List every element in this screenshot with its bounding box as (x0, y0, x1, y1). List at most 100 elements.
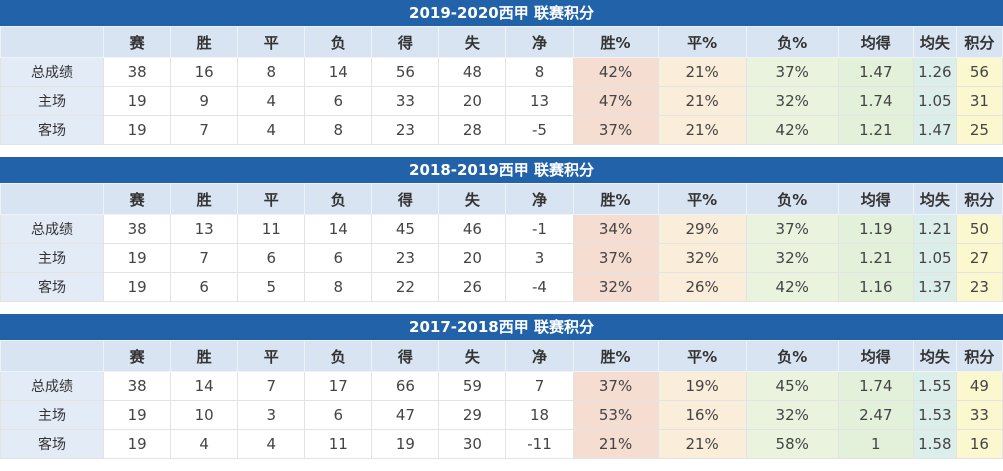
stat-cell: 20 (438, 86, 507, 116)
stat-cell: 19 (371, 429, 440, 459)
stat-cell: 1.19 (837, 214, 914, 244)
stat-cell: 11 (304, 429, 373, 459)
stat-cell: 7 (505, 371, 574, 401)
table-row: 主场 19 7 6 6 23 20 3 37% 32% 32% 1.21 1.05 27 (0, 243, 1003, 273)
stat-cell: 46 (438, 214, 507, 244)
stat-cell: 11 (237, 214, 306, 244)
stat-cell: 7 (170, 115, 239, 145)
table-row: 客场 19 7 4 8 23 28 -5 37% 21% 42% 1.21 1.47 25 (0, 115, 1003, 145)
column-header: 负 (304, 340, 373, 372)
stat-cell: 37% (572, 115, 659, 145)
column-header: 赛 (103, 340, 172, 372)
stat-cell: 38 (103, 57, 172, 87)
column-header: 均失 (912, 340, 957, 372)
stat-cell: 16 (955, 429, 1003, 459)
stat-cell: 1.05 (912, 86, 957, 116)
stat-cell: 3 (237, 400, 306, 430)
header-row: 赛胜平负得失净胜% 平% 负% 均得 均失 积分 (0, 340, 1003, 372)
stat-cell: 66 (371, 371, 440, 401)
column-header: 平 (237, 340, 306, 372)
stat-cell: 7 (237, 371, 306, 401)
stat-cell: 8 (304, 115, 373, 145)
stat-cell: 18 (505, 400, 574, 430)
row-label: 总成绩 (0, 371, 105, 401)
stat-cell: 21% (657, 429, 747, 459)
stat-cell: 1.26 (912, 57, 957, 87)
column-header: 负% (745, 26, 839, 58)
column-header: 负% (745, 340, 839, 372)
stat-cell: 19 (103, 400, 172, 430)
stat-cell: 20 (438, 243, 507, 273)
stat-cell: 37% (572, 371, 659, 401)
stat-cell: 5 (237, 272, 306, 302)
stat-cell: 38 (103, 371, 172, 401)
stat-cell: 21% (657, 115, 747, 145)
stat-cell: 7 (170, 243, 239, 273)
stat-cell: 32% (657, 243, 747, 273)
stat-cell: 47% (572, 86, 659, 116)
standings-tables: 2019-2020西甲 联赛积分赛胜平负得失净胜% 平% 负% 均得 均失 积分 总成绩 38… (0, 0, 1003, 459)
stat-cell: 30 (438, 429, 507, 459)
season-table: 2017-2018西甲 联赛积分赛胜平负得失净胜% 平% 负% 均得 均失 积分 总成绩 38… (0, 314, 1003, 459)
row-label: 主场 (0, 400, 105, 430)
stat-cell: 6 (170, 272, 239, 302)
column-header: 均失 (912, 26, 957, 58)
stat-cell: 1.16 (837, 272, 914, 302)
stat-cell: 14 (304, 57, 373, 87)
column-header: 平 (237, 26, 306, 58)
stat-cell: 1.37 (912, 272, 957, 302)
stat-cell: 33 (955, 400, 1003, 430)
stat-cell: 8 (304, 272, 373, 302)
column-header: 失 (438, 340, 507, 372)
stat-cell: 29 (438, 400, 507, 430)
stat-cell: 49 (955, 371, 1003, 401)
standings-table: 赛胜平负得失净胜% 平% 负% 均得 均失 积分 总成绩 38 16 8 14 56 48 8 42% 21%… (0, 26, 1003, 145)
stat-cell: 8 (505, 57, 574, 87)
stat-cell: 19% (657, 371, 747, 401)
stat-cell: 14 (170, 371, 239, 401)
table-title: 2018-2019西甲 联赛积分 (0, 157, 1003, 183)
stat-cell: 19 (103, 272, 172, 302)
season-table: 2019-2020西甲 联赛积分赛胜平负得失净胜% 平% 负% 均得 均失 积分 总成绩 38… (0, 0, 1003, 145)
season-table: 2018-2019西甲 联赛积分赛胜平负得失净胜% 平% 负% 均得 均失 积分 总成绩 38… (0, 157, 1003, 302)
column-header: 胜 (170, 340, 239, 372)
stat-cell: 45% (745, 371, 839, 401)
stat-cell: 48 (438, 57, 507, 87)
stat-cell: 59 (438, 371, 507, 401)
stat-cell: 31 (955, 86, 1003, 116)
stat-cell: 3 (505, 243, 574, 273)
stat-cell: 1.53 (912, 400, 957, 430)
column-header: 负 (304, 26, 373, 58)
stat-cell: 6 (304, 86, 373, 116)
stat-cell: 42% (745, 272, 839, 302)
stat-cell: -5 (505, 115, 574, 145)
column-header: 均得 (837, 26, 914, 58)
column-header: 积分 (955, 26, 1003, 58)
header-row: 赛胜平负得失净胜% 平% 负% 均得 均失 积分 (0, 183, 1003, 215)
stat-cell: 1.21 (837, 243, 914, 273)
table-row: 客场 19 6 5 8 22 26 -4 32% 26% 42% 1.16 1.37 23 (0, 272, 1003, 302)
column-header: 积分 (955, 183, 1003, 215)
stat-cell: 19 (103, 86, 172, 116)
row-label: 客场 (0, 429, 105, 459)
stat-cell: 42% (745, 115, 839, 145)
stat-cell: 56 (371, 57, 440, 87)
stat-cell: 1.47 (912, 115, 957, 145)
stat-cell: 1.21 (912, 214, 957, 244)
stat-cell: 37% (572, 243, 659, 273)
stat-cell: 19 (103, 429, 172, 459)
stat-cell: -4 (505, 272, 574, 302)
stat-cell: 34% (572, 214, 659, 244)
stat-cell: 16% (657, 400, 747, 430)
stat-cell: 17 (304, 371, 373, 401)
corner-header (0, 183, 105, 215)
stat-cell: -11 (505, 429, 574, 459)
column-header: 平 (237, 183, 306, 215)
column-header: 失 (438, 26, 507, 58)
row-label: 客场 (0, 272, 105, 302)
column-header: 均失 (912, 183, 957, 215)
stat-cell: 21% (572, 429, 659, 459)
column-header: 负 (304, 183, 373, 215)
column-header: 胜 (170, 183, 239, 215)
stat-cell: 4 (170, 429, 239, 459)
